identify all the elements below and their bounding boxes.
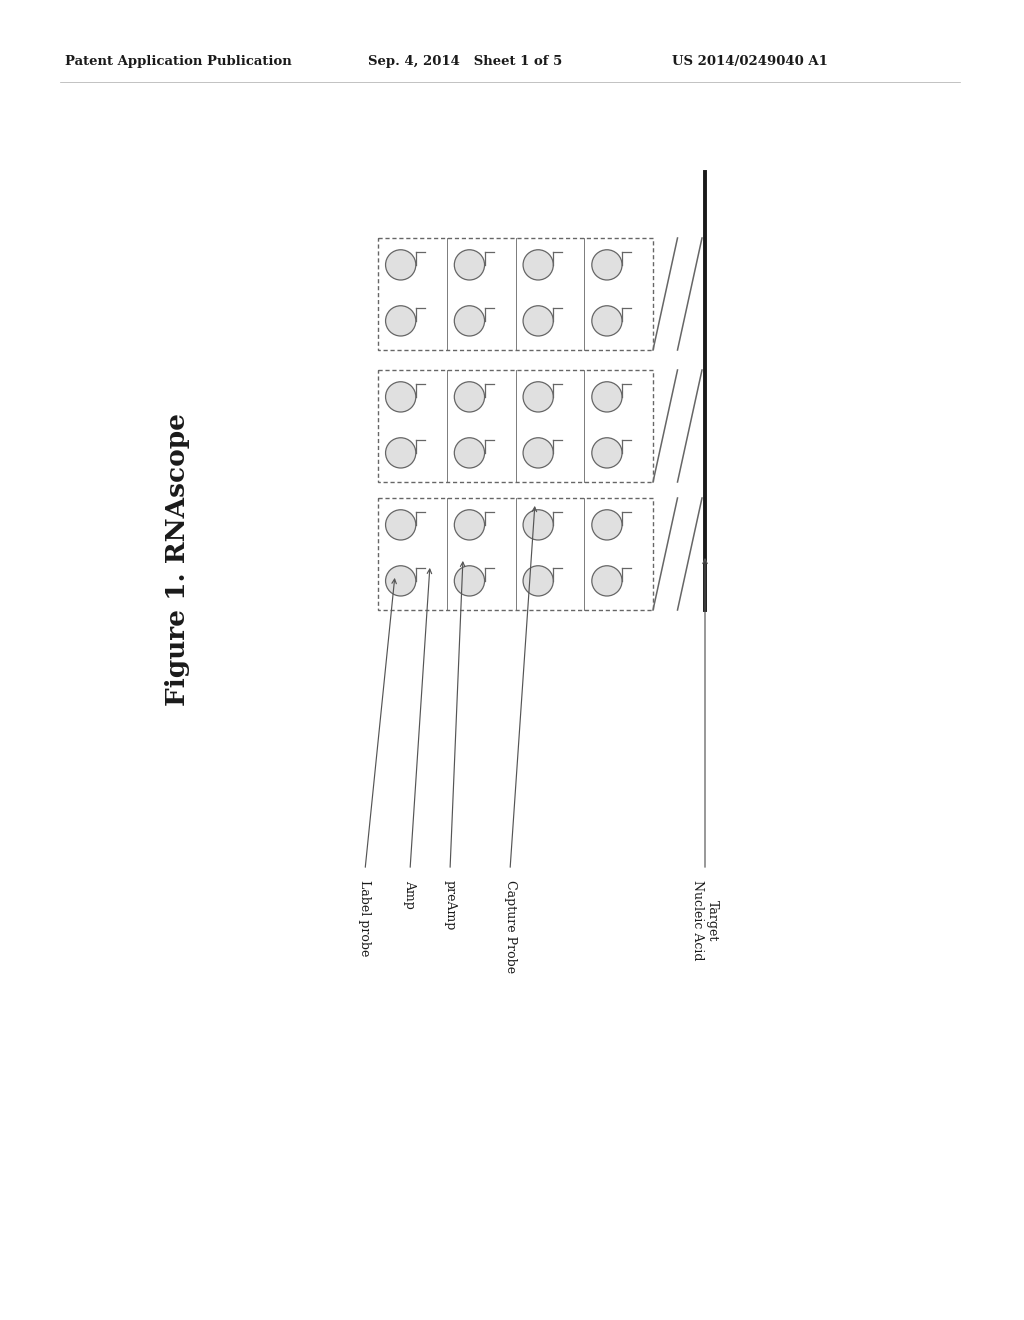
Bar: [378, 238, 653, 350]
Circle shape: [386, 566, 416, 597]
Circle shape: [523, 306, 553, 337]
Text: Patent Application Publication: Patent Application Publication: [65, 55, 292, 69]
Circle shape: [523, 566, 553, 597]
Text: Figure 1. RNAscope: Figure 1. RNAscope: [166, 413, 190, 706]
Circle shape: [386, 510, 416, 540]
Circle shape: [592, 249, 622, 280]
Circle shape: [592, 566, 622, 597]
Text: Amp: Amp: [403, 880, 417, 909]
Circle shape: [455, 438, 484, 469]
Circle shape: [386, 306, 416, 337]
Circle shape: [386, 438, 416, 469]
Circle shape: [523, 438, 553, 469]
Circle shape: [592, 510, 622, 540]
Circle shape: [455, 510, 484, 540]
Circle shape: [592, 438, 622, 469]
Circle shape: [592, 306, 622, 337]
Circle shape: [386, 249, 416, 280]
Bar: [378, 370, 653, 482]
Circle shape: [523, 381, 553, 412]
Bar: [378, 498, 653, 610]
Circle shape: [592, 381, 622, 412]
Text: Capture Probe: Capture Probe: [504, 880, 516, 973]
Text: Target
Nucleic Acid: Target Nucleic Acid: [691, 880, 719, 961]
Circle shape: [523, 249, 553, 280]
Circle shape: [455, 566, 484, 597]
Circle shape: [455, 306, 484, 337]
Text: US 2014/0249040 A1: US 2014/0249040 A1: [672, 55, 827, 69]
Text: Sep. 4, 2014   Sheet 1 of 5: Sep. 4, 2014 Sheet 1 of 5: [368, 55, 562, 69]
Text: Label probe: Label probe: [358, 880, 372, 957]
Circle shape: [523, 510, 553, 540]
Circle shape: [455, 381, 484, 412]
Circle shape: [386, 381, 416, 412]
Text: preAmp: preAmp: [443, 880, 457, 931]
Circle shape: [455, 249, 484, 280]
